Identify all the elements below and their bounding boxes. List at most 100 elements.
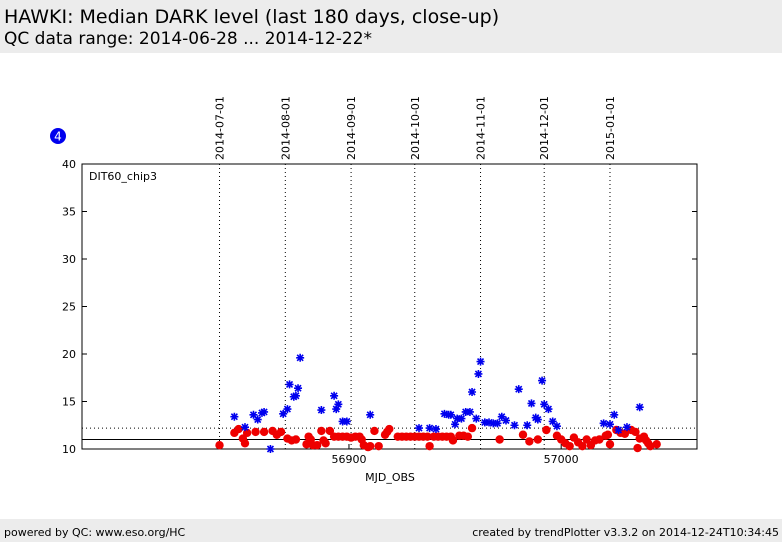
blue-asterisk-point xyxy=(283,405,292,414)
y-tick-label: 20 xyxy=(62,348,76,361)
blue-asterisk-point xyxy=(425,424,434,433)
badge-count: 4 xyxy=(54,130,62,144)
footer-bar: powered by QC: www.eso.org/HC created by… xyxy=(0,519,782,542)
blue-asterisk-point xyxy=(540,400,549,409)
blue-asterisk-point xyxy=(249,410,258,419)
blue-asterisk-point xyxy=(440,409,449,418)
x-tick-label: 56900 xyxy=(331,453,366,466)
red-circle-point xyxy=(603,430,613,439)
red-circle-point xyxy=(631,427,640,437)
date-markers: 2014-07-01 2014-08-01 2014-09-01 2014-10-01… xyxy=(214,96,617,449)
blue-asterisk-point xyxy=(332,405,341,414)
red-circle-point xyxy=(525,437,534,446)
red-circle-point xyxy=(240,439,250,448)
blue-asterisk-point xyxy=(489,419,498,428)
blue-asterisk-point xyxy=(253,415,262,424)
panel-label: DIT60_chip3 xyxy=(89,170,157,183)
blue-asterisk-point xyxy=(291,391,300,400)
blue-asterisk-point xyxy=(552,422,561,431)
red-circle-point xyxy=(463,432,473,441)
red-circle-point xyxy=(578,441,587,451)
date-label: 2014-07-01 xyxy=(214,96,227,160)
blue-asterisk-point xyxy=(614,426,623,434)
y-tick-label: 10 xyxy=(62,443,76,456)
blue-asterisk-point xyxy=(502,416,511,425)
red-circle-point xyxy=(595,435,604,444)
blue-asterisk-point xyxy=(493,419,502,428)
red-circle-point xyxy=(374,441,383,451)
blue-asterisk-point xyxy=(279,409,288,418)
footer-created-by: created by trendPlotter v3.3.2 on 2014-1… xyxy=(472,526,779,539)
red-circle-point xyxy=(495,435,504,444)
blue-asterisk-point xyxy=(266,445,275,453)
red-circle-point xyxy=(605,440,615,449)
red-circle-point xyxy=(251,427,260,437)
blue-asterisk-point xyxy=(446,410,455,419)
blue-asterisk-point xyxy=(431,425,440,434)
page-title: HAWKI: Median DARK level (last 180 days,… xyxy=(4,6,500,28)
blue-asterisk-point xyxy=(514,385,523,394)
blue-asterisk-point xyxy=(533,415,542,424)
blue-asterisk-point xyxy=(527,399,536,408)
blue-asterisk-point xyxy=(451,420,460,429)
blue-asterisk-point xyxy=(457,414,466,423)
red-circle-point xyxy=(423,432,432,441)
red-circle-point xyxy=(467,423,477,433)
date-label: 2014-10-01 xyxy=(409,96,422,160)
red-circle-point xyxy=(533,435,543,444)
red-circle-point xyxy=(276,427,286,437)
blue-asterisk-point xyxy=(599,419,608,428)
blue-asterisk-point xyxy=(474,369,483,378)
footer-powered-by: powered by QC: www.eso.org/HC xyxy=(4,526,186,539)
red-circle-point xyxy=(542,425,551,435)
red-circle-point xyxy=(565,441,574,451)
blue-asterisk-point xyxy=(610,410,619,419)
date-label: 2014-12-01 xyxy=(538,96,551,160)
blue-asterisk-point xyxy=(548,417,557,426)
blue-asterisk-point xyxy=(414,424,423,433)
x-axis: 56900 57000 xyxy=(331,444,579,466)
red-circle-point xyxy=(215,441,224,450)
red-circle-point xyxy=(234,424,243,434)
red-circle-point xyxy=(321,439,330,448)
blue-asterisk-point xyxy=(510,421,519,430)
date-label: 2014-11-01 xyxy=(475,96,488,160)
blue-asterisk-point xyxy=(453,414,462,423)
red-circle-point xyxy=(633,443,642,453)
red-circle-point xyxy=(259,427,269,437)
red-circle-point xyxy=(370,426,379,436)
blue-asterisk-point xyxy=(465,407,474,416)
red-circle-point xyxy=(448,436,458,445)
badge-circle[interactable] xyxy=(50,128,66,144)
y-tick-label: 30 xyxy=(62,253,76,266)
y-tick-label: 15 xyxy=(62,396,76,409)
blue-asterisk-point xyxy=(296,353,305,362)
blue-asterisk-point xyxy=(468,388,477,396)
blue-asterisk-point xyxy=(289,392,298,401)
blue-asterisk-point xyxy=(338,417,347,426)
y-tick-label: 40 xyxy=(62,158,76,171)
blue-asterisk-point xyxy=(230,412,239,421)
blue-asterisk-point xyxy=(476,357,485,366)
blue-asterisk-point xyxy=(334,400,343,409)
red-circle-point xyxy=(385,424,394,434)
blue-asterisk-point xyxy=(294,384,303,393)
blue-asterisk-point xyxy=(485,418,494,427)
blue-asterisk-point xyxy=(240,423,249,432)
blue-asterisk-point xyxy=(472,414,481,423)
y-tick-label: 25 xyxy=(62,301,76,314)
red-circle-point xyxy=(646,441,655,451)
y-axis: 10 15 20 25 30 35 40 xyxy=(62,158,697,456)
blue-asterisk-point xyxy=(523,421,532,430)
x-tick-label: 57000 xyxy=(544,453,579,466)
blue-asterisk-point xyxy=(257,408,266,417)
red-circle-point xyxy=(652,440,661,449)
blue-asterisk-point xyxy=(480,418,489,427)
qc-data-range: QC data range: 2014-06-28 ... 2014-12-22… xyxy=(4,29,373,49)
blue-asterisk-point xyxy=(538,376,547,385)
red-circle-point xyxy=(312,441,322,450)
blue-asterisk-point xyxy=(317,406,326,415)
date-label: 2014-08-01 xyxy=(279,96,292,160)
blue-asterisk-point xyxy=(330,391,339,400)
